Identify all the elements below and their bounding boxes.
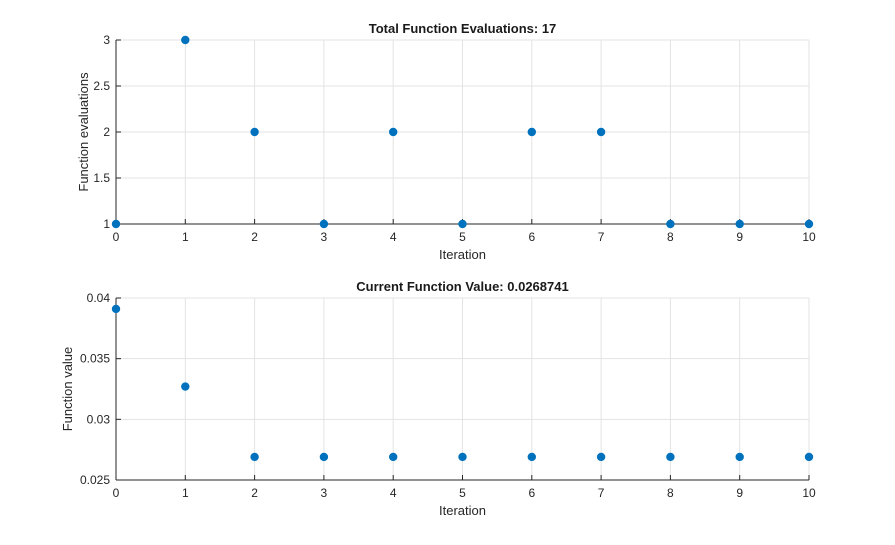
chart-title: Current Function Value: 0.0268741 — [356, 279, 568, 294]
y-tick-label: 0.03 — [87, 412, 111, 426]
x-tick-label: 3 — [321, 230, 328, 244]
x-tick-label: 10 — [802, 486, 816, 500]
data-point — [111, 219, 121, 229]
data-point — [181, 35, 190, 45]
x-tick-label: 9 — [736, 230, 743, 244]
data-point — [666, 219, 675, 229]
data-point — [666, 452, 675, 462]
data-point — [735, 219, 744, 229]
x-tick-label: 8 — [667, 230, 674, 244]
x-tick-label: 2 — [251, 486, 258, 500]
x-tick-label: 5 — [459, 486, 466, 500]
data-point — [389, 452, 398, 462]
x-axis-label: Iteration — [439, 503, 486, 518]
x-tick-label: 4 — [390, 486, 397, 500]
data-point — [596, 452, 606, 462]
y-tick-label: 2 — [103, 125, 110, 139]
data-point — [389, 127, 398, 137]
x-tick-label: 9 — [736, 486, 743, 500]
data-point — [458, 452, 467, 462]
y-axis-label: Function evaluations — [76, 72, 91, 192]
data-point — [527, 127, 536, 137]
y-tick-label: 1.5 — [93, 171, 110, 185]
x-tick-label: 8 — [667, 486, 674, 500]
x-tick-label: 6 — [528, 230, 535, 244]
y-tick-label: 0.035 — [80, 352, 110, 366]
data-point — [319, 219, 329, 229]
y-tick-label: 3 — [103, 33, 110, 47]
data-point — [181, 382, 190, 391]
data-point — [735, 452, 744, 462]
x-axis-label: Iteration — [439, 247, 486, 262]
y-tick-label: 0.025 — [80, 473, 110, 487]
x-tick-label: 1 — [182, 486, 189, 500]
x-tick-label: 6 — [528, 486, 535, 500]
x-tick-label: 2 — [251, 230, 258, 244]
x-tick-label: 0 — [113, 230, 120, 244]
x-tick-label: 10 — [802, 230, 816, 244]
data-point — [804, 452, 814, 462]
x-tick-label: 1 — [182, 230, 189, 244]
subplot-2: 0 1 2 3 4 5 6 7 8 9 10 0.025 0.03 0.035 0.04 Current Fu… — [60, 279, 816, 518]
x-tick-label: 5 — [459, 230, 466, 244]
chart-title: Total Function Evaluations: 17 — [369, 21, 557, 36]
y-tick-label: 0.04 — [87, 291, 111, 305]
data-point — [111, 304, 121, 314]
x-tick-label: 4 — [390, 230, 397, 244]
data-point — [596, 127, 606, 137]
y-tick-label: 1 — [103, 217, 110, 231]
x-tick-label: 7 — [598, 230, 605, 244]
data-point — [804, 219, 814, 229]
data-point — [250, 127, 259, 137]
y-axis-label: Function value — [60, 347, 75, 432]
x-tick-label: 7 — [598, 486, 605, 500]
data-point — [319, 452, 329, 462]
x-tick-label: 0 — [113, 486, 120, 500]
data-point — [458, 219, 467, 229]
x-tick-label: 3 — [321, 486, 328, 500]
data-point — [250, 452, 259, 462]
data-point — [527, 452, 536, 462]
y-tick-label: 2.5 — [93, 79, 110, 93]
